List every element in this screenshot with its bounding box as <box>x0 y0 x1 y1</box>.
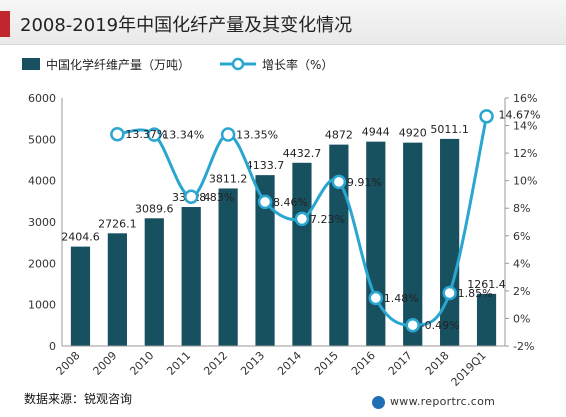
website-logo-icon <box>372 396 385 409</box>
bar-value-label: 2404.6 <box>61 231 100 244</box>
bar-value-label: 4432.7 <box>283 147 322 160</box>
x-tick-label: 2014 <box>275 349 304 378</box>
growth-rate-label: 14.67% <box>499 108 541 121</box>
growth-rate-label: 1.85% <box>458 287 493 300</box>
growth-rate-label: 8.83% <box>199 191 234 204</box>
bar <box>440 138 460 346</box>
growth-rate-label: 13.37% <box>125 128 167 141</box>
bar-value-label: 1261.4 <box>467 278 506 291</box>
bar <box>292 162 312 346</box>
title-bar: 2008-2019年中国化纤产量及其变化情况 <box>0 0 566 45</box>
growth-rate-point <box>183 189 199 205</box>
page-title: 2008-2019年中国化纤产量及其变化情况 <box>20 15 353 36</box>
title-accent-bar <box>0 11 10 37</box>
growth-rate-point <box>368 290 384 306</box>
growth-rate-label: -0.49% <box>421 319 460 332</box>
bar-value-label: 4944 <box>362 126 390 139</box>
source-note: 数据来源：锐观咨询 <box>24 392 133 406</box>
bar <box>366 141 386 346</box>
y-left-tick-label: 3000 <box>28 216 56 229</box>
growth-rate-point <box>294 211 310 227</box>
x-tick-label: 2019Q1 <box>449 349 489 386</box>
growth-rate-point <box>220 127 236 142</box>
growth-rate-point <box>479 109 494 124</box>
line-series <box>110 109 494 333</box>
bar-data-labels: 2404.62726.13089.63362.43811.24133.74432… <box>61 123 506 291</box>
legend-line-marker <box>231 57 245 71</box>
bar-value-label: 4872 <box>325 129 353 142</box>
y-right-tick-label: -2% <box>513 340 534 353</box>
x-tick-label: 2013 <box>238 349 267 378</box>
y-right-tick-label: 2% <box>513 285 530 298</box>
bar-series <box>70 138 497 346</box>
y-left-tick-label: 2000 <box>28 257 56 270</box>
growth-rate-label: 7.23% <box>310 213 345 226</box>
chart-legend: 中国化学纤维产量（万吨） 增长率（%） <box>22 57 333 72</box>
y-right-axis: -2% 0% 2% 4% 6% 8% 10% 12% 14% 16% <box>504 92 537 353</box>
x-tick-label: 2009 <box>91 349 120 378</box>
y-left-axis: 0 1000 2000 3000 4000 5000 6000 <box>28 92 63 353</box>
bar-value-label: 5011.1 <box>430 123 469 136</box>
bar <box>329 144 349 346</box>
x-tick-label: 2017 <box>386 349 415 378</box>
growth-rate-label: 9.91% <box>347 176 382 189</box>
bar <box>403 142 423 346</box>
bar <box>255 175 275 346</box>
bar <box>107 233 127 346</box>
growth-rate-point <box>147 127 162 142</box>
bar <box>70 246 91 346</box>
x-tick-label: 2008 <box>54 349 83 378</box>
x-tick-label: 2012 <box>201 349 230 378</box>
bar-value-label: 4920 <box>399 127 427 140</box>
y-right-tick-label: 6% <box>513 230 530 243</box>
y-right-tick-label: 8% <box>513 202 530 215</box>
bar-value-label: 3089.6 <box>135 202 174 215</box>
x-tick-label: 2016 <box>349 349 378 378</box>
combo-chart: 中国化学纤维产量（万吨） 增长率（%） 0 1000 2000 3000 4000 5000… <box>22 57 540 386</box>
growth-rate-point <box>442 285 457 301</box>
y-right-tick-label: 12% <box>513 147 537 160</box>
growth-rate-label: 1.48% <box>384 292 419 305</box>
x-axis: 2008 2009 2010 2011 2012 2013 2014 2015 2016 2017… <box>54 345 505 386</box>
y-left-tick-label: 6000 <box>28 92 56 105</box>
y-right-tick-label: 10% <box>513 175 537 188</box>
growth-rate-point <box>405 317 420 333</box>
growth-rate-point <box>110 126 125 142</box>
y-right-tick-label: 14% <box>513 120 537 133</box>
x-tick-label: 2018 <box>423 349 452 378</box>
y-left-tick-label: 4000 <box>28 175 56 188</box>
bar-value-label: 3811.2 <box>209 172 248 185</box>
x-tick-label: 2015 <box>312 349 341 378</box>
growth-rate-label: 8.46% <box>273 196 308 209</box>
bar <box>144 218 164 346</box>
y-left-tick-label: 0 <box>49 340 56 353</box>
x-tick-label: 2010 <box>127 349 156 378</box>
legend-line-label: 增长率（%） <box>262 57 333 72</box>
y-right-tick-label: 0% <box>513 312 530 325</box>
y-left-tick-label: 5000 <box>28 133 56 146</box>
growth-rate-point <box>257 194 273 210</box>
growth-rate-label: 13.35% <box>236 129 278 142</box>
bar-value-label: 4133.7 <box>246 159 285 172</box>
y-right-tick-label: 16% <box>513 92 537 105</box>
bar <box>218 188 238 346</box>
y-right-tick-label: 4% <box>513 257 530 270</box>
x-tick-label: 2011 <box>164 349 193 378</box>
line-data-labels: 13.37%13.34% 8.83% 13.35% 8.46%7.23% 9.91% 1.… <box>125 108 540 332</box>
y-left-tick-label: 1000 <box>28 299 56 312</box>
growth-rate-point <box>331 174 347 190</box>
legend-bar-swatch <box>22 58 40 70</box>
website-link[interactable]: www.reportrc.com <box>390 395 496 408</box>
bar <box>181 207 201 346</box>
bar <box>476 293 497 346</box>
growth-rate-label: 13.34% <box>162 129 204 142</box>
bar-value-label: 2726.1 <box>98 217 137 230</box>
legend-bar-label: 中国化学纤维产量（万吨） <box>46 57 190 72</box>
